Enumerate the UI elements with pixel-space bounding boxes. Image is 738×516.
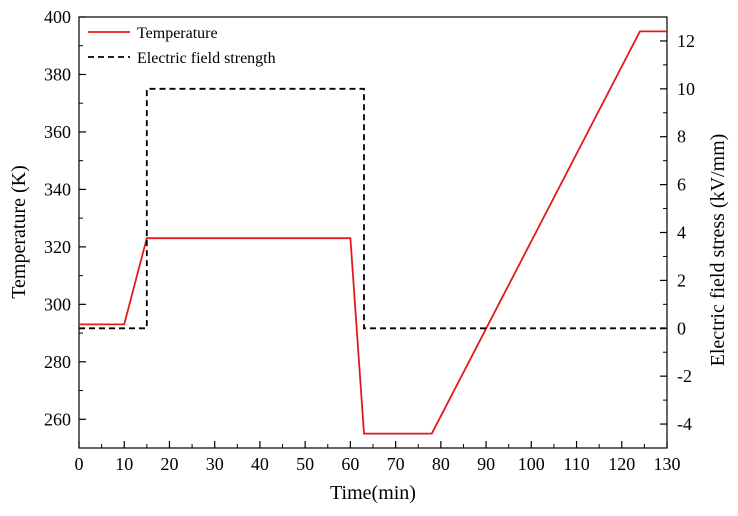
x-tick-label: 30: [206, 454, 224, 474]
right-y-tick-label: 4: [677, 223, 686, 243]
x-tick-label: 50: [296, 454, 314, 474]
legend: Temperature Electric field strength: [88, 25, 276, 67]
right-y-tick-label: 0: [677, 318, 686, 338]
left-y-tick-label: 340: [44, 179, 71, 199]
electric-field-series-line: [79, 87, 667, 330]
x-tick-label: 10: [115, 454, 133, 474]
x-tick-label: 70: [387, 454, 405, 474]
x-tick-label: 60: [341, 454, 359, 474]
right-y-tick-label: 2: [677, 270, 686, 290]
plot-frame: [78, 16, 668, 449]
x-tick-label: 0: [75, 454, 84, 474]
x-tick-label: 130: [654, 454, 681, 474]
right-y-axis-title: Electric field stress (kV/mm): [707, 134, 729, 367]
series-layer: [79, 30, 667, 435]
x-tick-label: 40: [251, 454, 269, 474]
left-y-tick-label: 320: [44, 237, 71, 257]
left-y-tick-label: 380: [44, 64, 71, 84]
left-y-tick-label: 360: [44, 122, 71, 142]
legend-label-electric-field: Electric field strength: [137, 50, 276, 67]
left-y-tick-label: 300: [44, 294, 71, 314]
temperature-series-line: [79, 30, 667, 435]
right-y-tick-label: 10: [677, 79, 695, 99]
x-tick-label: 110: [563, 454, 589, 474]
x-tick-label: 80: [432, 454, 450, 474]
left-y-tick-label: 260: [44, 409, 71, 429]
x-tick-label: 100: [518, 454, 545, 474]
left-y-axis-ticks: 260 280 300 320 340 360 380 400: [44, 7, 86, 449]
x-axis-ticks: 0 10 20 30 40 50 60 70 80 90 100 110 120 130: [75, 441, 681, 474]
right-y-tick-label: 12: [677, 31, 695, 51]
x-tick-label: 90: [477, 454, 495, 474]
x-tick-label: 120: [608, 454, 635, 474]
right-y-tick-label: -2: [677, 366, 692, 386]
left-y-tick-label: 400: [44, 7, 71, 27]
right-y-axis-ticks: -4 -2 0 2 4 6 8 10 12: [660, 16, 695, 449]
left-y-tick-label: 280: [44, 352, 71, 372]
right-y-tick-label: 6: [677, 175, 686, 195]
x-axis-title: Time(min): [330, 482, 416, 504]
right-y-tick-label: 8: [677, 127, 686, 147]
legend-label-temperature: Temperature: [137, 25, 218, 42]
right-y-tick-label: -4: [677, 414, 692, 434]
x-tick-label: 20: [160, 454, 178, 474]
left-y-axis-title: Temperature (K): [8, 165, 30, 299]
